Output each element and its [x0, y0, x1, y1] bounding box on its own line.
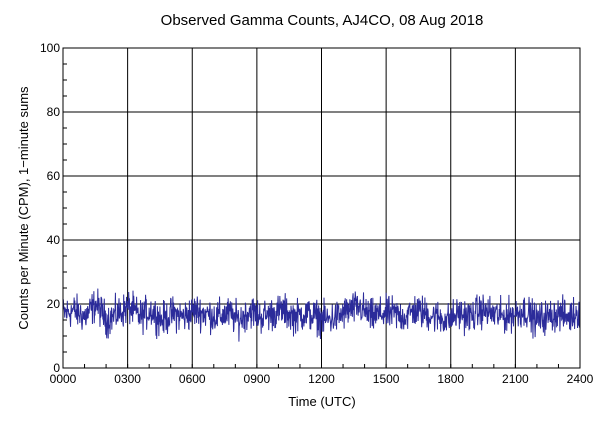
- y-tick-label: 0: [53, 361, 60, 375]
- x-tick-label: 2400: [567, 372, 594, 386]
- y-tick-label: 40: [47, 233, 61, 247]
- minor-ticks: [62, 47, 581, 369]
- x-tick-label: 0000: [50, 372, 77, 386]
- plot-frame: [62, 47, 581, 369]
- x-tick-label: 1200: [308, 372, 335, 386]
- x-tick-label: 2100: [502, 372, 529, 386]
- y-tick-label: 100: [40, 41, 60, 55]
- y-axis-label: Counts per Minute (CPM), 1−minute sums: [16, 86, 31, 330]
- y-tick-label: 20: [47, 297, 61, 311]
- series-line: [62, 288, 581, 342]
- x-tick-label: 1500: [373, 372, 400, 386]
- x-tick-labels: 0000 0300 0600 0900 1200 1500 1800 2100 2400: [50, 372, 594, 386]
- chart-title: Observed Gamma Counts, AJ4CO, 08 Aug 201…: [161, 12, 484, 29]
- x-tick-label: 0900: [244, 372, 271, 386]
- y-tick-label: 60: [47, 169, 61, 183]
- x-axis-label: Time (UTC): [288, 394, 355, 409]
- x-tick-label: 1800: [437, 372, 464, 386]
- y-tick-labels: 0 20 40 60 80 100: [40, 41, 60, 375]
- x-tick-label: 0600: [179, 372, 206, 386]
- x-tick-label: 0300: [114, 372, 141, 386]
- y-tick-label: 80: [47, 105, 61, 119]
